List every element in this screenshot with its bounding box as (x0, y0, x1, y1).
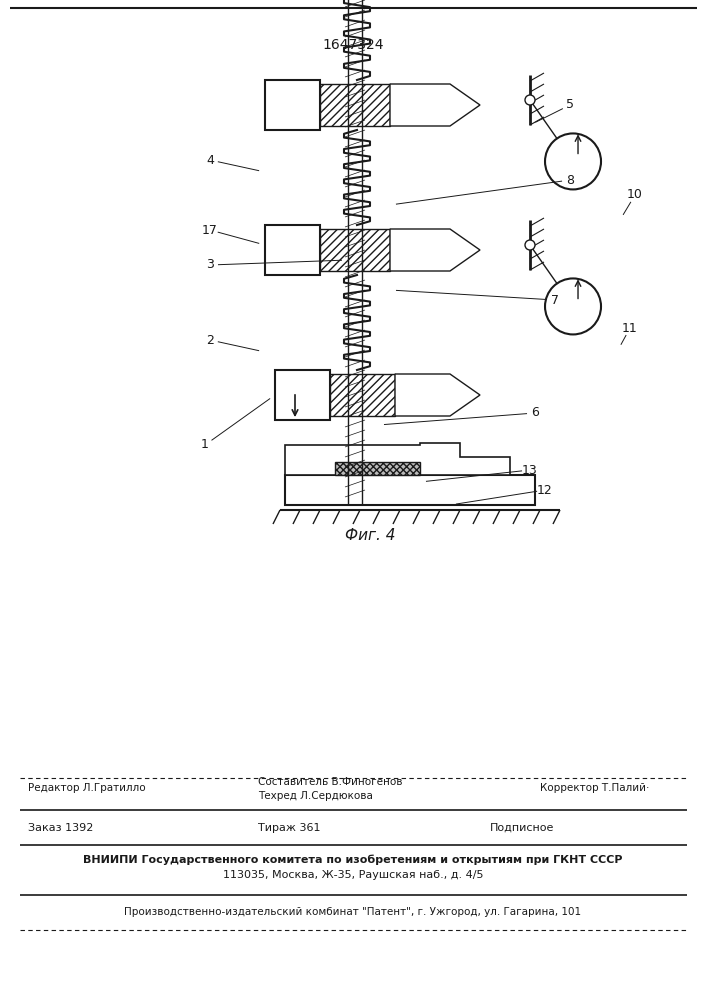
Text: Заказ 1392: Заказ 1392 (28, 823, 93, 833)
Text: 3: 3 (206, 258, 214, 271)
Bar (335, 462, 420, 475)
Text: 11: 11 (622, 322, 638, 334)
Bar (265, 80, 320, 130)
Text: 8: 8 (566, 174, 574, 186)
Circle shape (525, 95, 535, 105)
Bar (285, 475, 535, 505)
Text: 2: 2 (206, 334, 214, 347)
Text: 7: 7 (551, 294, 559, 306)
Circle shape (545, 278, 601, 334)
Text: 5: 5 (566, 99, 574, 111)
Text: Составитель В.Финогенов: Составитель В.Финогенов (258, 777, 402, 787)
Polygon shape (390, 229, 480, 271)
Bar (265, 225, 320, 275)
Circle shape (525, 240, 535, 250)
Text: 17: 17 (202, 224, 218, 236)
Polygon shape (390, 84, 480, 126)
Bar (320, 84, 390, 126)
Text: Редактор Л.Гратилло: Редактор Л.Гратилло (28, 783, 146, 793)
Polygon shape (285, 443, 510, 475)
Text: 12: 12 (537, 484, 553, 496)
Text: Корректор Т.Палий·: Корректор Т.Палий· (540, 783, 649, 793)
Polygon shape (395, 374, 480, 416)
Text: 1: 1 (201, 438, 209, 452)
Bar (275, 370, 330, 420)
Text: Подписное: Подписное (490, 823, 554, 833)
Text: 1647324: 1647324 (322, 38, 384, 52)
Text: 113035, Москва, Ж-35, Раушская наб., д. 4/5: 113035, Москва, Ж-35, Раушская наб., д. … (223, 870, 484, 880)
Bar (330, 374, 395, 416)
Text: Техред Л.Сердюкова: Техред Л.Сердюкова (258, 791, 373, 801)
Text: 13: 13 (522, 464, 538, 477)
Text: Производственно-издательский комбинат "Патент", г. Ужгород, ул. Гагарина, 101: Производственно-издательский комбинат "П… (124, 907, 582, 917)
Text: 6: 6 (531, 406, 539, 420)
Text: Фиг. 4: Фиг. 4 (345, 528, 395, 542)
Text: 10: 10 (627, 188, 643, 202)
Circle shape (545, 133, 601, 189)
Text: ВНИИПИ Государственного комитета по изобретениям и открытиям при ГКНТ СССР: ВНИИПИ Государственного комитета по изоб… (83, 855, 623, 865)
Bar (320, 229, 390, 271)
Text: 4: 4 (206, 153, 214, 166)
Text: Тираж 361: Тираж 361 (258, 823, 320, 833)
